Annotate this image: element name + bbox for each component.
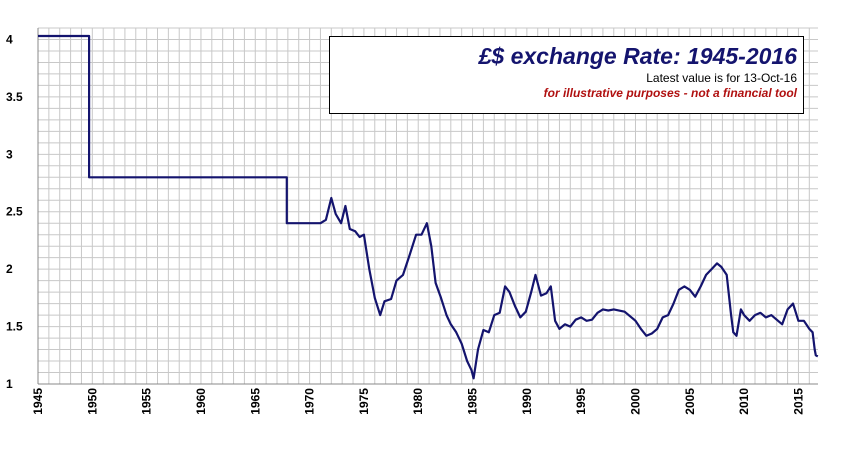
x-tick-label: 2000 [628, 388, 642, 415]
x-tick-label: 1950 [85, 388, 99, 415]
x-tick-label: 1965 [248, 388, 262, 415]
chart-subtitle: Latest value is for 13-Oct-16 [646, 71, 797, 85]
y-tick-label: 2 [6, 262, 13, 276]
x-tick-label: 1980 [411, 388, 425, 415]
x-tick-label: 1995 [574, 388, 588, 415]
series-layer [38, 34, 819, 380]
y-tick-label: 1 [6, 377, 13, 391]
x-tick-label: 2010 [737, 388, 751, 415]
x-tick-label: 1985 [466, 388, 480, 415]
axes [37, 28, 818, 385]
y-tick-label: 4 [6, 32, 13, 46]
y-tick-label: 1.5 [6, 320, 23, 334]
title-box: £$ exchange Rate: 1945-2016 Latest value… [329, 36, 804, 114]
x-tick-label: 1975 [357, 388, 371, 415]
x-tick-labels: 1945 1950 1955 1960 1965 1970 1975 1980 1985 1990… [31, 388, 805, 415]
x-tick-label: 2005 [683, 388, 697, 415]
x-tick-label: 1955 [140, 388, 154, 415]
y-tick-label: 3 [6, 147, 13, 161]
chart-title: £$ exchange Rate: 1945-2016 [478, 43, 797, 69]
x-tick-label: 1970 [303, 388, 317, 415]
y-tick-label: 3.5 [6, 90, 23, 104]
y-tick-label: 2.5 [6, 205, 23, 219]
y-tick-labels: 1 1.5 2 2.5 3 3.5 4 [6, 32, 23, 391]
x-tick-label: 1960 [194, 388, 208, 415]
series-line [38, 34, 819, 380]
x-tick-label: 1945 [31, 388, 45, 415]
x-tick-label: 2015 [791, 388, 805, 415]
chart-note: for illustrative purposes - not a financ… [543, 86, 797, 100]
x-tick-label: 1990 [520, 388, 534, 415]
